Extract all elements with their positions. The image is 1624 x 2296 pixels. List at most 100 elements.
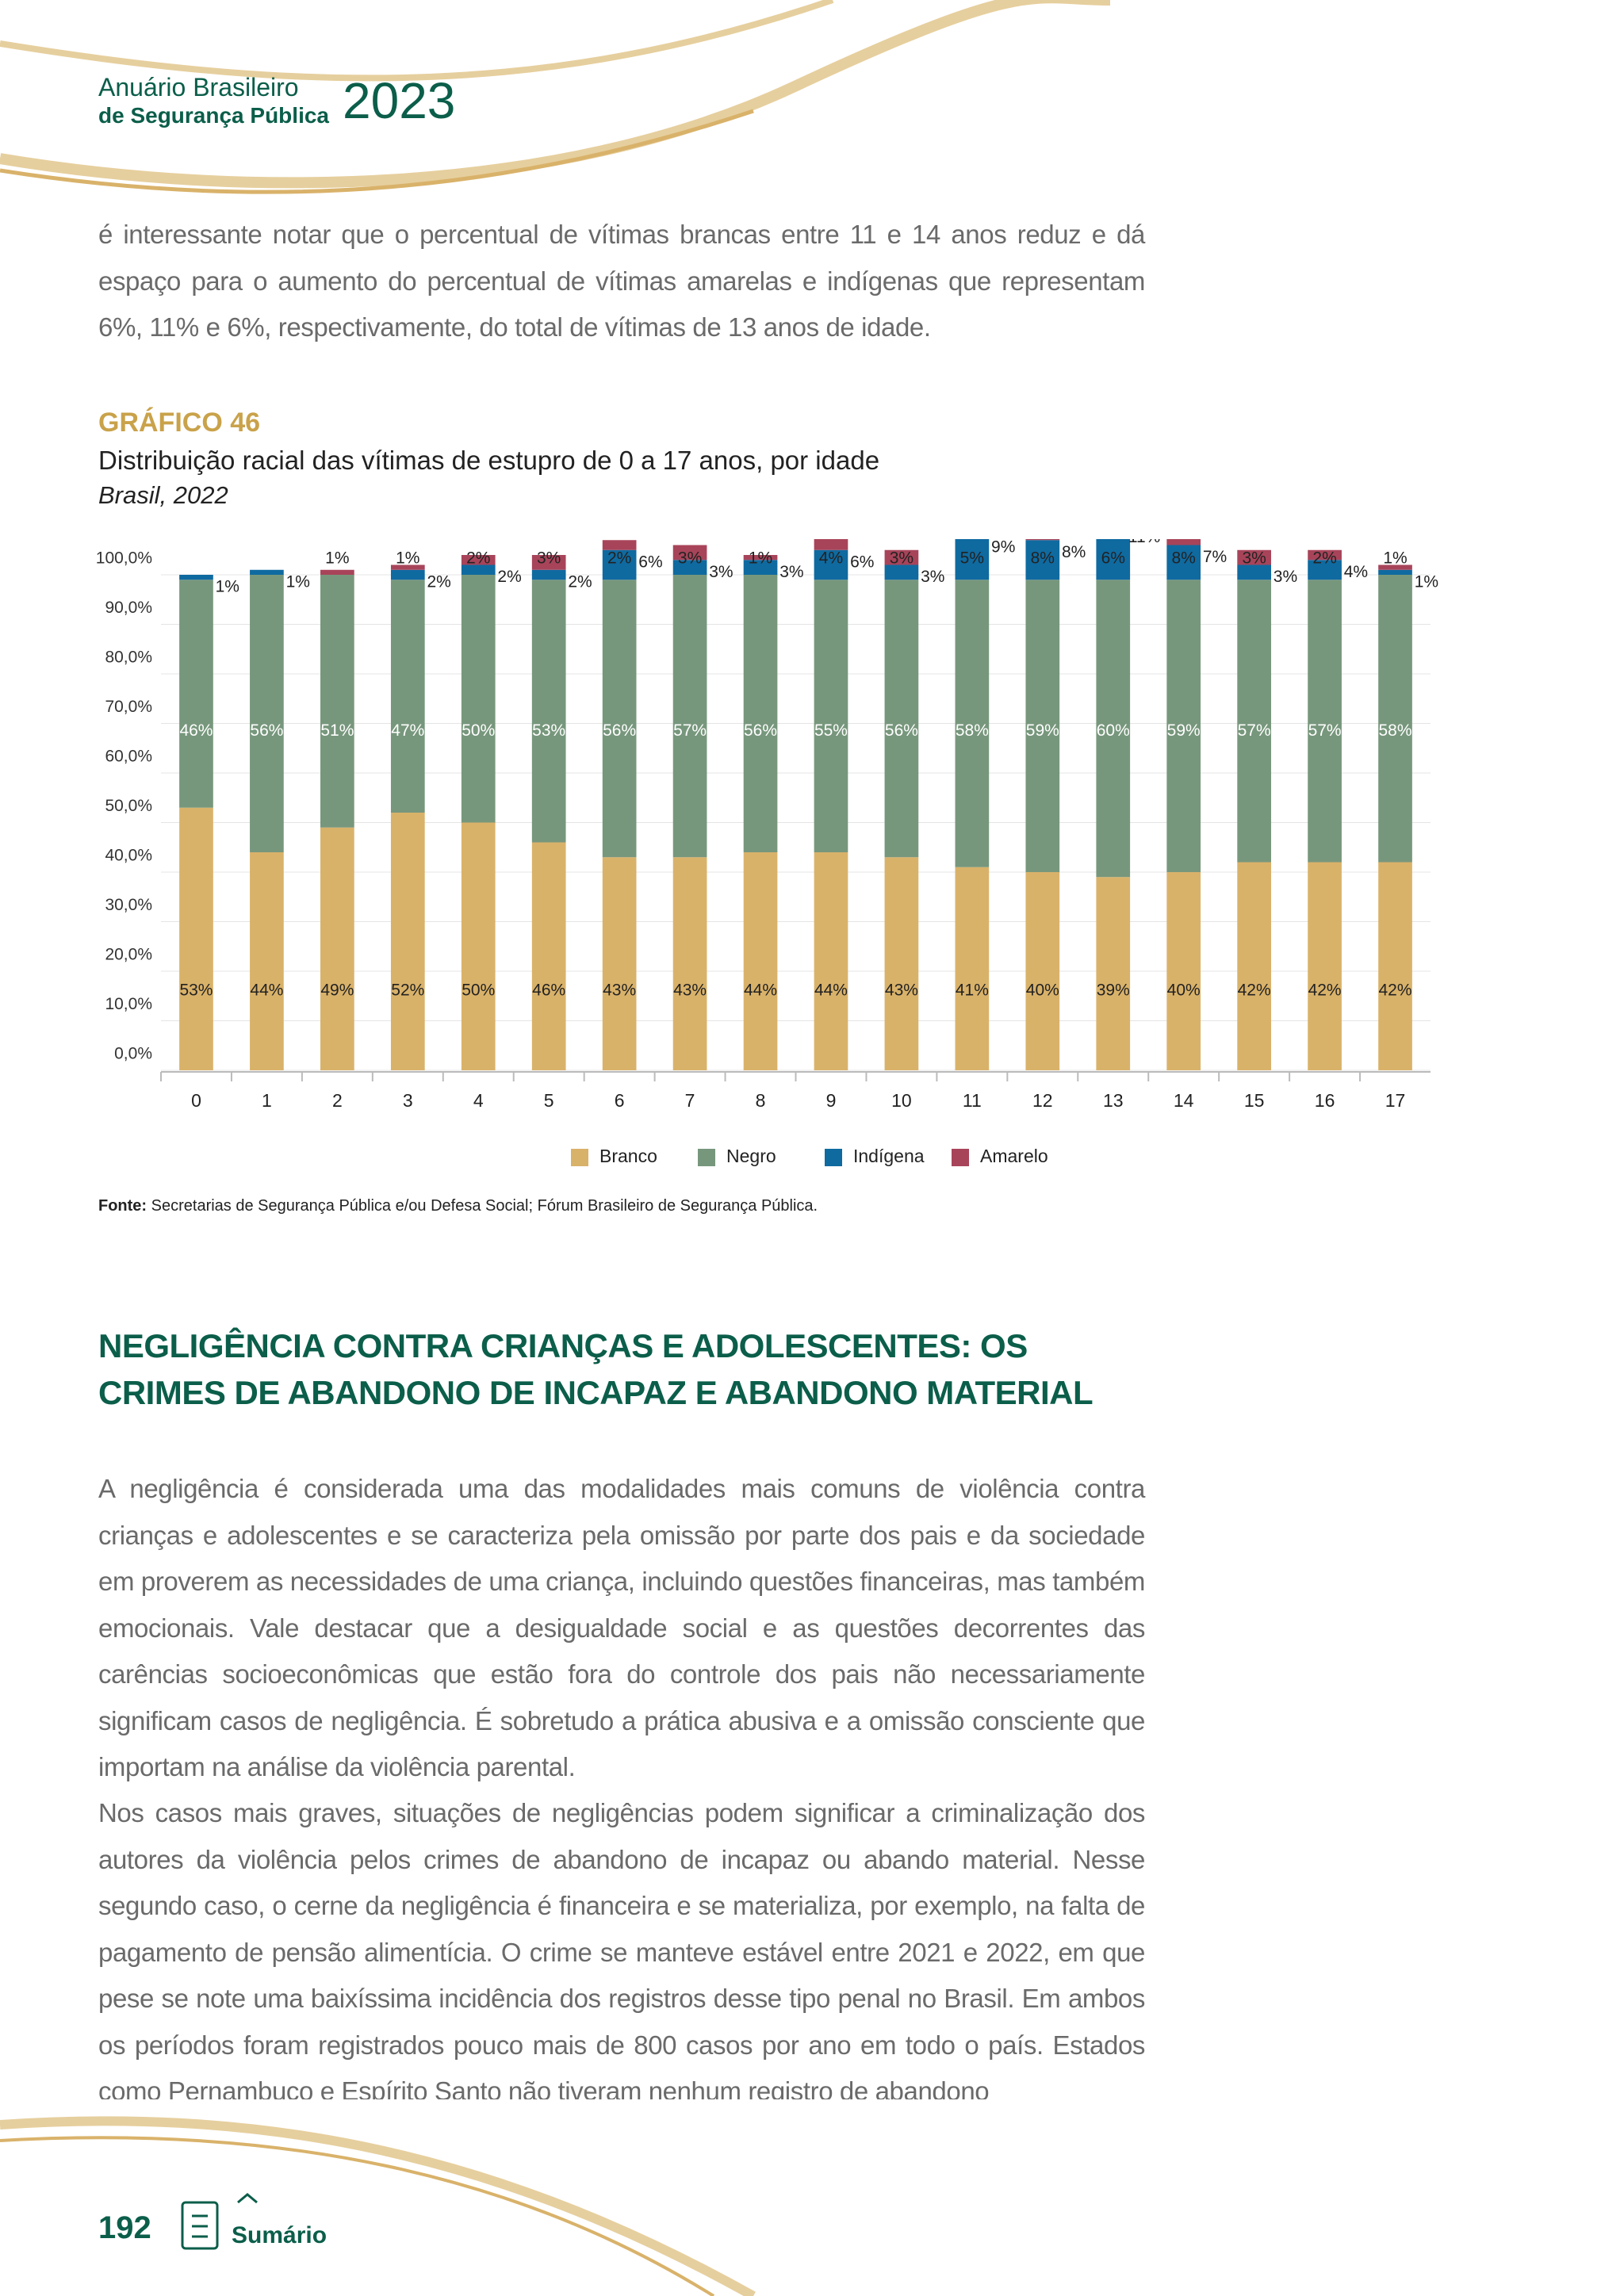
data-label: 47% <box>391 721 424 740</box>
data-label: 50% <box>462 721 495 740</box>
data-label: 42% <box>1238 982 1271 1000</box>
data-label: 58% <box>1379 721 1412 740</box>
bar-segment <box>1166 580 1201 872</box>
y-tick-label: 10,0% <box>105 995 152 1013</box>
bar-segment <box>1166 872 1201 1070</box>
data-label: 2% <box>497 568 521 586</box>
x-tick-label: 12 <box>1032 1090 1053 1111</box>
y-tick-label: 100,0% <box>96 549 152 568</box>
data-label: 3% <box>709 563 733 581</box>
chart-source: Fonte: Secretarias de Segurança Pública … <box>98 1197 818 1215</box>
bar-segment <box>672 560 707 575</box>
y-tick-label: 30,0% <box>105 896 152 914</box>
summary-link[interactable]: Sumário <box>232 2222 327 2248</box>
bar-segment <box>1237 564 1271 580</box>
bar-segment <box>1308 549 1342 561</box>
data-label: 1% <box>216 578 239 596</box>
bar-segment <box>814 852 848 1070</box>
header-brand: Anuário Brasileiro de Segurança Pública <box>98 73 329 130</box>
bar-segment <box>320 575 354 828</box>
bar-segment <box>531 580 566 843</box>
bar-segment <box>1025 872 1060 1070</box>
data-label: 42% <box>1308 982 1342 1000</box>
bar-segment <box>602 580 637 858</box>
x-tick-label: 3 <box>403 1090 413 1111</box>
bar-segment <box>743 575 778 852</box>
bar-segment <box>743 555 778 561</box>
data-label: 2% <box>427 572 450 591</box>
footer-decoration <box>0 2116 756 2296</box>
x-tick-label: 16 <box>1315 1090 1335 1111</box>
y-tick-label: 0,0% <box>114 1045 152 1063</box>
bar-segment <box>390 564 425 570</box>
bar-segment <box>461 575 496 823</box>
data-label: 3% <box>678 549 702 568</box>
chart-subtitle: Brasil, 2022 <box>98 481 228 509</box>
bar-segment <box>602 857 637 1070</box>
bar-segment <box>1166 545 1201 580</box>
bar-segment <box>1025 580 1060 872</box>
bar-segment <box>320 569 354 575</box>
data-label: 41% <box>956 982 989 1000</box>
data-label: 50% <box>462 982 495 1000</box>
bar-segment <box>250 575 284 852</box>
x-tick-label: 17 <box>1385 1090 1406 1111</box>
data-label: 4% <box>819 549 843 568</box>
data-label: 53% <box>532 721 565 740</box>
section-heading: NEGLIGÊNCIA CONTRA CRIANÇAS E ADOLESCENT… <box>98 1327 1094 1411</box>
header-year: 2023 <box>343 72 456 129</box>
y-tick-label: 40,0% <box>105 847 152 865</box>
x-tick-label: 7 <box>685 1090 695 1111</box>
data-label: 9% <box>991 539 1015 557</box>
paragraph: Nos casos mais graves, situações de negl… <box>98 1798 1145 2099</box>
chart-title: Distribuição racial das vítimas de estup… <box>98 446 880 475</box>
bar-segment <box>250 852 284 1070</box>
bar-segment <box>390 580 425 813</box>
y-tick-label: 80,0% <box>105 649 152 667</box>
bar-segment <box>955 580 990 867</box>
bar-segment <box>179 575 213 580</box>
data-label: 3% <box>1242 549 1266 568</box>
intro-paragraph: é interessante notar que o percentual de… <box>98 220 1145 342</box>
bar-segment <box>531 569 566 580</box>
x-tick-label: 4 <box>473 1090 484 1111</box>
source-label: Fonte: <box>98 1197 147 1215</box>
data-label: 51% <box>320 721 354 740</box>
data-label: 2% <box>568 572 592 591</box>
data-label: 55% <box>814 721 848 740</box>
data-label: 44% <box>814 982 848 1000</box>
x-tick-label: 0 <box>191 1090 201 1111</box>
bar-segment <box>1096 539 1131 580</box>
bar-segment <box>320 827 354 1070</box>
data-label: 2% <box>607 549 631 568</box>
x-tick-label: 8 <box>756 1090 766 1111</box>
legend-label: Branco <box>599 1146 657 1166</box>
bar-segment <box>250 569 284 575</box>
data-label: 46% <box>532 982 565 1000</box>
data-label: 56% <box>603 721 636 740</box>
bar-segment <box>602 540 637 550</box>
bar-segment <box>1308 560 1342 580</box>
bar-segment <box>743 852 778 1070</box>
data-label: 1% <box>1415 572 1438 591</box>
bar-segment <box>1378 569 1412 575</box>
bar-segment <box>884 857 919 1070</box>
data-label: 3% <box>921 568 944 586</box>
header-line2: de Segurança Pública <box>98 103 329 128</box>
data-label: 7% <box>1203 548 1227 566</box>
data-label: 53% <box>179 982 213 1000</box>
y-tick-label: 20,0% <box>105 946 152 964</box>
y-tick-label: 70,0% <box>105 698 152 716</box>
data-label: 57% <box>1238 721 1271 740</box>
legend-swatch <box>571 1149 588 1166</box>
bar-segment <box>1308 580 1342 863</box>
data-label: 5% <box>960 549 984 568</box>
data-label: 1% <box>286 572 310 591</box>
bar-segment <box>814 549 848 580</box>
bar-segment <box>672 545 707 561</box>
data-label: 43% <box>603 982 636 1000</box>
data-label: 3% <box>537 549 561 568</box>
y-tick-label: 90,0% <box>105 599 152 617</box>
x-tick-label: 11 <box>963 1090 982 1111</box>
data-label: 56% <box>744 721 777 740</box>
